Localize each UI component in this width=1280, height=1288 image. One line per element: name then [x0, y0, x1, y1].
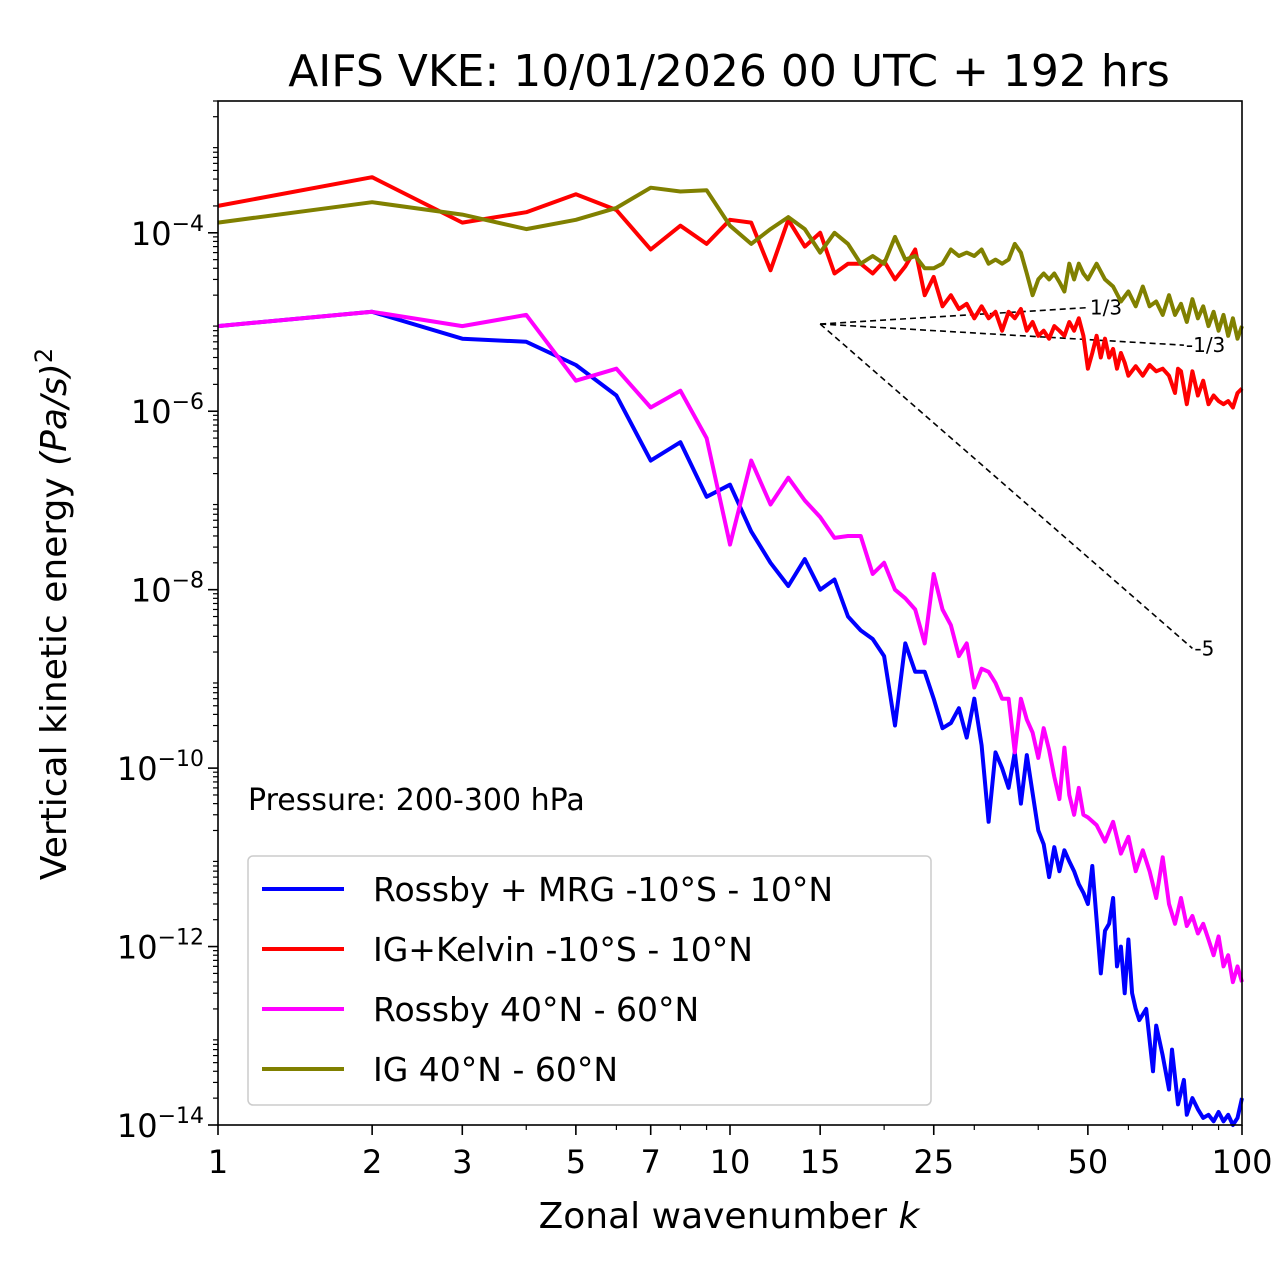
x-tick-label: 10	[710, 1143, 751, 1181]
legend: Rossby + MRG -10°S - 10°N IG+Kelvin -10°S…	[247, 855, 932, 1106]
x-tick-label: 1	[208, 1143, 228, 1181]
x-tick-label: 5	[566, 1143, 586, 1181]
y-axis-label-exp: 2	[30, 348, 58, 363]
series-lines	[217, 175, 1244, 1127]
series-line	[217, 185, 1244, 341]
reference-line	[820, 323, 1184, 346]
x-tick-label: 100	[1211, 1143, 1272, 1181]
x-tick-label: 25	[913, 1143, 954, 1181]
series-line	[217, 175, 1244, 410]
x-tick-label: 7	[641, 1143, 661, 1181]
x-tick-label: 50	[1068, 1143, 1109, 1181]
y-tick-label: 10−12	[117, 926, 204, 967]
reference-lines: 1/3 -1/3 -5	[819, 296, 1225, 660]
y-axis-label-unit: (Pa/s)	[34, 363, 75, 466]
legend-frame	[247, 855, 932, 1106]
x-ticks: 1 2 3 5 7 10 15 25 50 100	[208, 1125, 1273, 1181]
y-tick-label: 10−8	[131, 569, 204, 610]
y-tick-label: 10−6	[131, 390, 204, 431]
series-line	[217, 309, 1244, 985]
reference-line-label: -1/3	[1186, 333, 1225, 357]
y-tick-label: 10−4	[131, 212, 204, 253]
chart-title: AIFS VKE: 10/01/2026 00 UTC + 192 hrs	[288, 46, 1170, 97]
pressure-annotation: Pressure: 200-300 hPa	[248, 783, 585, 818]
x-axis-label-var: k	[899, 1196, 922, 1237]
legend-label: Rossby + MRG -10°S - 10°N	[373, 870, 833, 909]
legend-label: IG 40°N - 60°N	[373, 1050, 618, 1089]
minor-ticks	[213, 100, 1220, 1130]
reference-line	[819, 323, 1193, 649]
reference-line-label: -5	[1194, 636, 1214, 660]
reference-line-label: 1/3	[1090, 296, 1122, 320]
legend-label: IG+Kelvin -10°S - 10°N	[373, 930, 753, 969]
svg-text:Vertical kinetic energy (Pa/s): Vertical kinetic energy (Pa/s)2	[30, 348, 75, 880]
series-line	[217, 309, 1244, 1127]
reference-line	[820, 306, 1088, 325]
x-axis-label-text: Zonal wavenumber	[539, 1196, 888, 1237]
y-axis-label: Vertical kinetic energy (Pa/s)2	[30, 348, 75, 880]
x-tick-label: 3	[452, 1143, 472, 1181]
plot-frame	[217, 100, 1243, 1126]
y-ticks: 10−14 10−12 10−10 10−8 10−6 10−4	[117, 212, 218, 1145]
y-tick-label: 10−14	[117, 1104, 204, 1145]
legend-label: Rossby 40°N - 60°N	[373, 990, 699, 1029]
y-axis-label-text: Vertical kinetic energy	[34, 477, 75, 880]
plot-area: 1/3 -1/3 -5	[217, 175, 1244, 1127]
x-axis-label: Zonal wavenumber k	[539, 1196, 922, 1237]
x-tick-label: 2	[362, 1143, 382, 1181]
y-tick-label: 10−10	[117, 747, 204, 788]
x-tick-label: 15	[800, 1143, 841, 1181]
